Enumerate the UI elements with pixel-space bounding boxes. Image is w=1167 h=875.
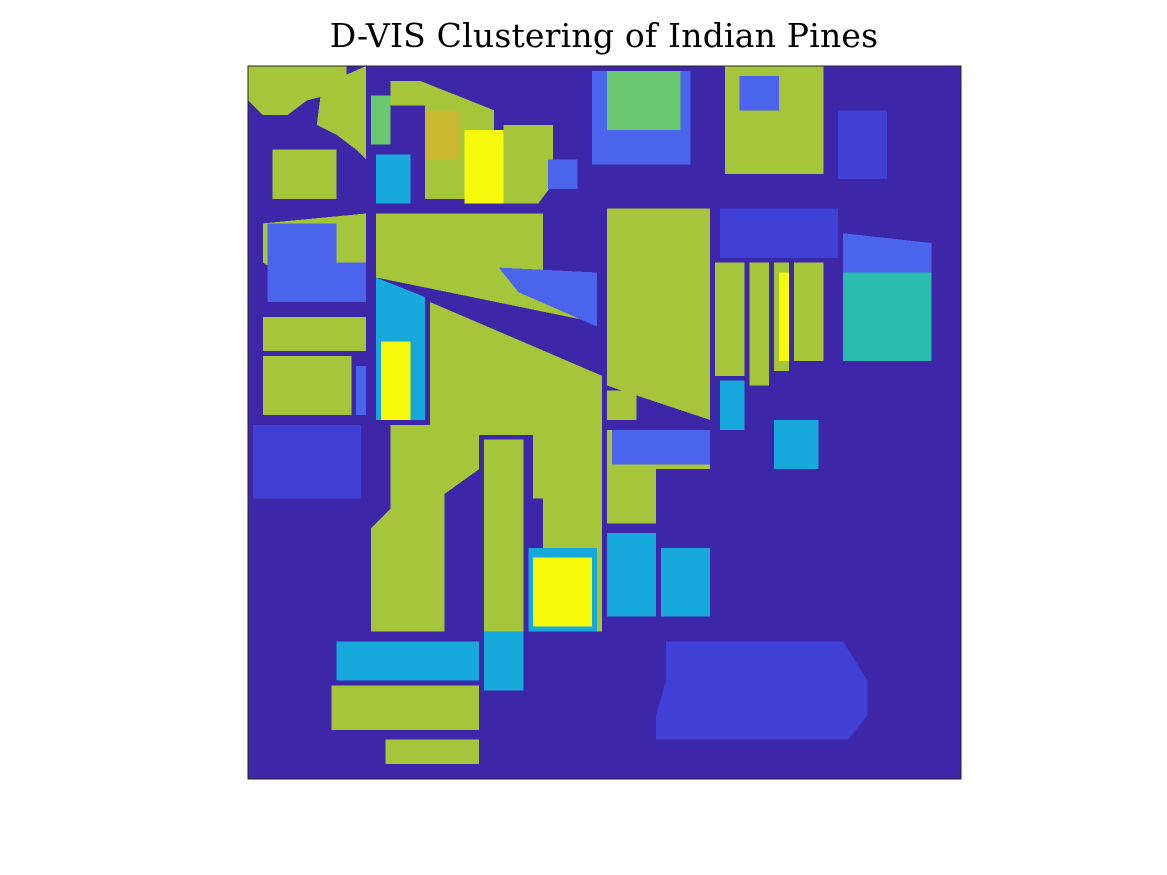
cluster-region-blue_purple (720, 208, 839, 258)
cluster-region-gold (425, 110, 460, 160)
cluster-region-yellow_green (272, 149, 337, 199)
cluster-region-yellow_green (607, 390, 637, 420)
cluster-region-cyan (484, 631, 524, 691)
cluster-region-yellow_green (370, 425, 480, 632)
cluster-region-yellow_green (429, 302, 602, 499)
cluster-region-blue (739, 75, 780, 111)
cluster-region-blue (548, 159, 578, 189)
cluster-region-green (370, 95, 391, 145)
cluster-region-yellow (464, 129, 504, 204)
axes-frame (247, 65, 962, 780)
cluster-region-yellow_green (385, 739, 480, 765)
chart-title: D-VIS Clustering of Indian Pines (329, 16, 879, 55)
cluster-region-blue (843, 233, 932, 273)
cluster-region-blue_purple (252, 425, 362, 499)
cluster-region-yellow_green (607, 208, 711, 420)
plot-area (247, 65, 962, 780)
cluster-region-cyan (774, 420, 819, 470)
cluster-region-yellow_green (503, 125, 553, 204)
cluster-region-cyan (661, 547, 711, 617)
cluster-region-yellow_green (262, 356, 352, 416)
cluster-region-yellow_green (793, 262, 824, 361)
cluster-region-cyan (375, 154, 411, 204)
cluster-region-blue (356, 366, 366, 416)
cluster-region-blue_purple (656, 641, 868, 740)
cluster-region-yellow_green (715, 262, 745, 376)
cluster-region-blue_purple (838, 110, 888, 180)
cluster-region-yellow (779, 272, 789, 361)
cluster-region-blue (316, 262, 366, 302)
cluster-region-yellow (380, 341, 411, 420)
cluster-region-yellow_green (331, 685, 480, 730)
cluster-region-cyan (336, 641, 480, 681)
cluster-region-yellow_green (316, 66, 366, 160)
cluster-region-yellow_green (749, 262, 770, 386)
cluster-region-cyan (720, 380, 745, 430)
cluster-region-yellow (533, 557, 593, 627)
cluster-region-yellow_green (262, 316, 366, 352)
cluster-region-yellow_green (248, 66, 347, 116)
cluster-region-cyan (607, 533, 657, 617)
cluster-region-green (607, 70, 681, 130)
cluster-region-blue (498, 267, 598, 327)
cluster-region-blue (611, 429, 711, 465)
cluster-region-yellow_green (484, 439, 524, 632)
